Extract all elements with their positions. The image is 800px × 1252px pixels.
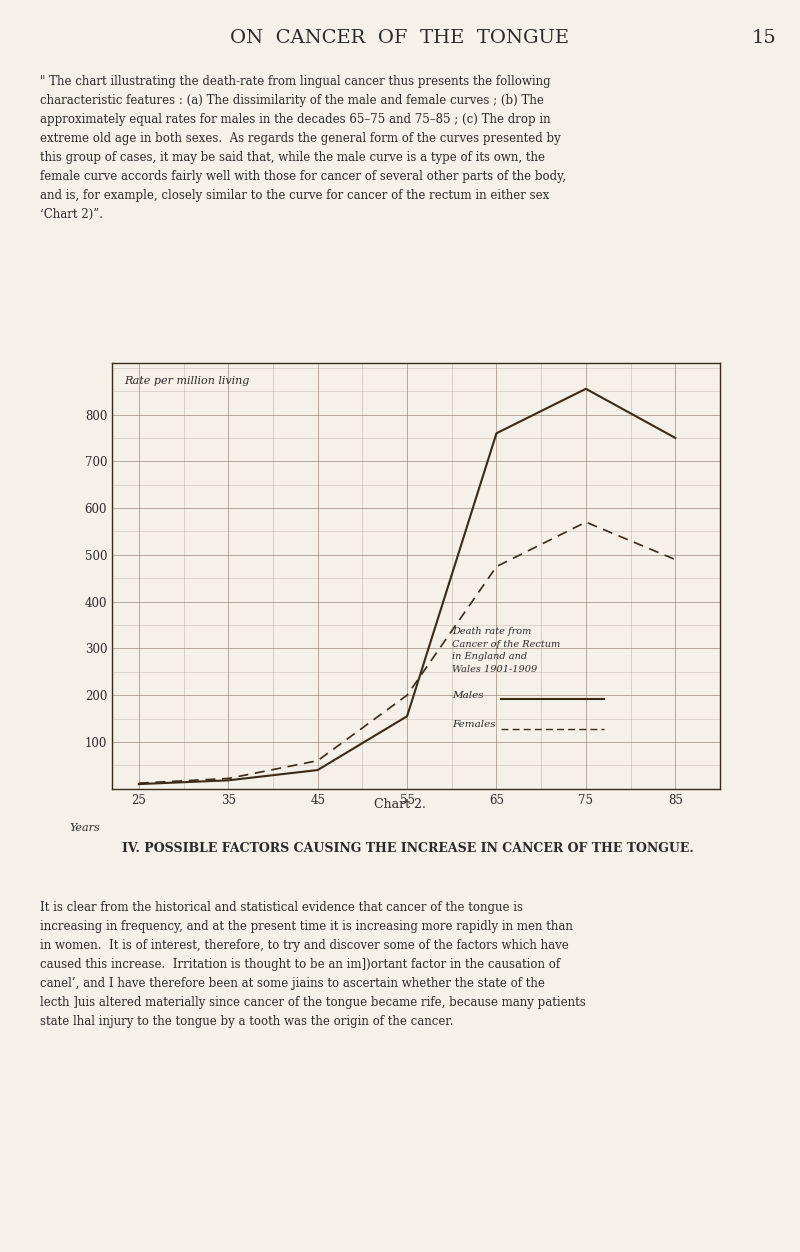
Text: Years: Years — [70, 823, 100, 833]
Text: 15: 15 — [751, 29, 776, 46]
Text: Death rate from
Cancer of the Rectum
in England and
Wales 1901-1909: Death rate from Cancer of the Rectum in … — [453, 627, 561, 674]
Text: It is clear from the historical and statistical evidence that cancer of the tong: It is clear from the historical and stat… — [40, 901, 586, 1028]
Text: Males: Males — [453, 691, 484, 700]
Text: Chart 2.: Chart 2. — [374, 798, 426, 811]
Text: Females: Females — [453, 720, 496, 730]
Text: Rate per million living: Rate per million living — [124, 376, 250, 386]
Text: ON  CANCER  OF  THE  TONGUE: ON CANCER OF THE TONGUE — [230, 29, 570, 46]
Text: " The chart illustrating the death-rate from lingual cancer thus presents the fo: " The chart illustrating the death-rate … — [40, 75, 566, 222]
Text: IV. POSSIBLE FACTORS CAUSING THE INCREASE IN CANCER OF THE TONGUE.: IV. POSSIBLE FACTORS CAUSING THE INCREAS… — [122, 843, 694, 855]
